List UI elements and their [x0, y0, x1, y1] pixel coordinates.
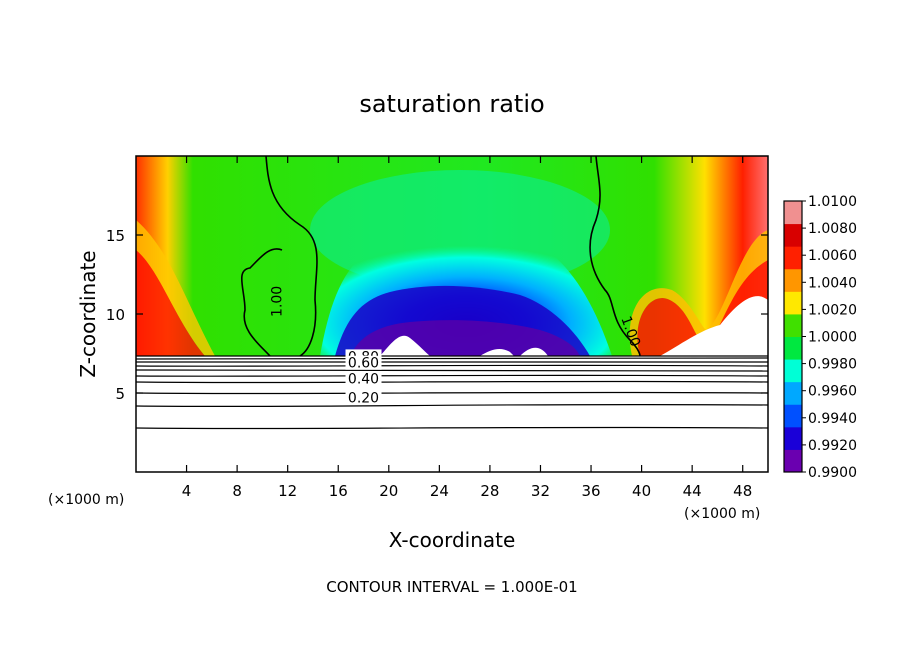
x-unit-label-left: (×1000 m) [48, 492, 124, 508]
x-tick-label: 16 [329, 482, 348, 500]
x-axis-ticks: 4 8 12 16 20 24 28 32 36 40 44 48 [182, 156, 752, 500]
x-tick-label: 24 [430, 482, 449, 500]
contour-label-text: 0.20 [348, 390, 379, 406]
x-tick-label: 12 [278, 482, 297, 500]
colorbar-band [784, 268, 802, 292]
colorbar-band [784, 313, 802, 337]
contour-left-1.00 [241, 156, 318, 357]
y-axis-ticks: 5 10 15 [106, 227, 768, 403]
colorbar-band [784, 336, 802, 360]
colorbar-label: 1.0000 [808, 330, 857, 346]
contour-label: 0.20 [345, 390, 382, 406]
x-tick-label: 28 [480, 482, 499, 500]
supersaturated-left-outer [136, 220, 215, 356]
x-tick-label: 32 [531, 482, 550, 500]
colorbar-band [784, 291, 802, 315]
contour-label-text: 0.60 [348, 356, 379, 372]
x-tick-label: 44 [683, 482, 702, 500]
colorbar: 0.9900 0.9920 0.9940 0.9960 0.9980 1.0000 1.00… [783, 194, 857, 481]
colorbar-label: 0.9960 [808, 384, 857, 400]
x-axis-label: X-coordinate [389, 528, 516, 552]
colorbar-label: 1.0100 [808, 194, 857, 210]
colorbar-label: 1.0020 [808, 302, 857, 318]
y-tick-label: 10 [106, 306, 125, 324]
y-axis-label: Z-coordinate [76, 250, 100, 377]
y-tick-label: 15 [106, 227, 125, 245]
contour-label-text: 0.40 [348, 372, 379, 388]
colorbar-label: 0.9940 [808, 411, 857, 427]
supersaturated-right-outer [629, 230, 768, 356]
contour-label: 0.40 [345, 371, 382, 388]
lower-contours [136, 355, 768, 430]
contour-right-1.00 [589, 156, 641, 357]
x-tick-label: 36 [581, 482, 600, 500]
colorbar-label: 0.9920 [808, 438, 857, 454]
colorbar-band [784, 246, 802, 270]
y-tick-label: 5 [115, 385, 125, 403]
x-tick-label: 40 [632, 482, 651, 500]
colorbar-label: 1.0080 [808, 221, 857, 237]
x-tick-label: 20 [379, 482, 398, 500]
colorbar-band [784, 223, 802, 247]
colorbar-band [784, 449, 802, 473]
plot-area: 1.001.000.800.600.400.20 [136, 156, 768, 472]
terrain-bumps [380, 296, 768, 356]
chart-title: saturation ratio [359, 90, 544, 118]
x-tick-label: 48 [733, 482, 752, 500]
colorbar-label: 1.0040 [808, 275, 857, 291]
supersaturated-left [136, 250, 205, 356]
colorbar-band [784, 201, 802, 225]
contour-label: 0.60 [345, 355, 382, 372]
colorbar-label: 1.0060 [808, 248, 857, 264]
x-tick-label: 8 [232, 482, 242, 500]
x-tick-label: 4 [182, 482, 192, 500]
contour-label: 1.00 [269, 286, 285, 317]
colorbar-label: 0.9900 [808, 465, 857, 481]
lower-domain [136, 356, 768, 472]
colorbar-label: 0.9980 [808, 357, 857, 373]
contour-interval-note: CONTOUR INTERVAL = 1.000E-01 [326, 578, 577, 596]
contour-label-text: 1.00 [269, 286, 285, 317]
contour-labels: 1.001.000.800.600.400.20 [269, 286, 643, 407]
saturation-contours [241, 156, 641, 357]
colorbar-band [784, 426, 802, 450]
colorbar-band [784, 404, 802, 428]
colorbar-band [784, 359, 802, 383]
colorbar-band [784, 381, 802, 405]
x-unit-label-right: (×1000 m) [684, 506, 760, 522]
